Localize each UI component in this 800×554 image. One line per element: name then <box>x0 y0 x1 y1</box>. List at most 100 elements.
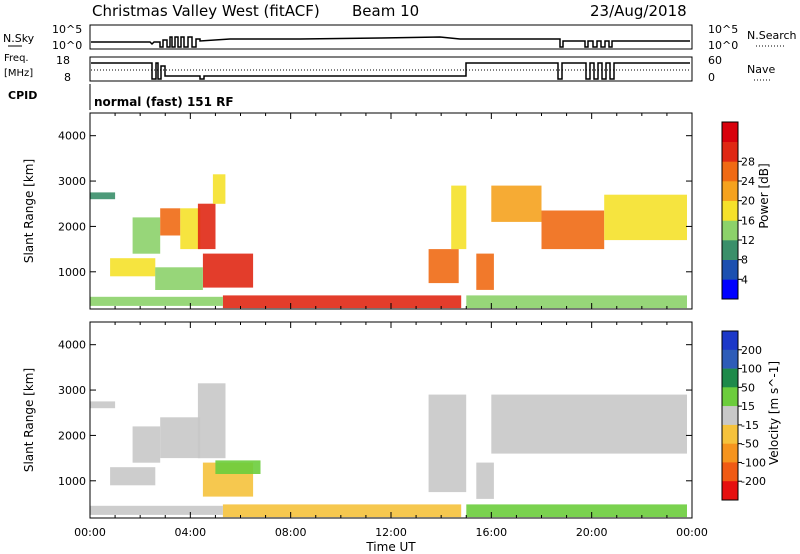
freq-trace <box>91 62 690 80</box>
power-region-15 <box>541 210 605 250</box>
velocity-region-4 <box>197 383 226 459</box>
station-title: Christmas Valley West (fitACF) <box>92 2 320 20</box>
power-ytick-label-0: 1000 <box>58 266 86 279</box>
velocity-colorbar-label-4: -15 <box>741 419 759 432</box>
date-label: 23/Aug/2018 <box>590 2 687 20</box>
velocity-colorbar-label-0: 200 <box>741 344 762 357</box>
velocity-colorbar-swatch-4 <box>722 406 738 426</box>
velocity-panel: 1000 2000 3000 4000 Slant Range [km] 200 100… <box>22 321 781 519</box>
nave-tick-top: 60 <box>708 54 722 67</box>
velocity-colorbar-swatch-6 <box>722 443 738 463</box>
velocity-x-ticks <box>89 322 693 518</box>
power-region-17 <box>466 295 687 309</box>
power-region-5 <box>197 203 216 250</box>
power-colorbar-swatch-1 <box>722 259 738 280</box>
freq-label: Freq. <box>4 53 29 64</box>
power-colorbar-swatch-0 <box>722 279 738 300</box>
power-region-10 <box>90 296 223 306</box>
nsky-tick-bottom: 10^0 <box>52 39 82 52</box>
velocity-region-2 <box>132 426 161 463</box>
velocity-region-9 <box>428 394 467 493</box>
time-axis-labels: 00:00 04:00 08:00 12:00 16:00 20:00 00:00 <box>74 526 708 539</box>
power-region-8 <box>155 267 203 290</box>
velocity-region-12 <box>466 504 687 518</box>
nave-label: Nave <box>747 63 775 76</box>
velocity-colorbar-label-5: -50 <box>741 438 759 451</box>
freq-unit-label: [MHz] <box>4 68 33 79</box>
power-colorbar-label-5: 24 <box>741 175 755 188</box>
power-region-9 <box>222 295 462 309</box>
nsky-trace <box>91 36 690 48</box>
velocity-colorbar-label-2: 50 <box>741 381 755 394</box>
velocity-ytick-label-0: 1000 <box>58 475 86 488</box>
power-regions <box>90 174 687 309</box>
velocity-colorbar-label-7: -200 <box>741 475 766 488</box>
beam-label: Beam 10 <box>352 2 419 20</box>
time-axis-title: Time UT <box>365 540 416 554</box>
time-label-2: 08:00 <box>275 526 307 539</box>
power-colorbar-swatch-6 <box>722 161 738 182</box>
power-region-12 <box>451 185 467 250</box>
power-colorbar: 4 8 12 16 20 24 28 <box>721 121 755 300</box>
time-label-6: 00:00 <box>676 526 708 539</box>
power-region-4 <box>180 208 201 250</box>
power-colorbar-frame <box>721 121 739 300</box>
power-colorbar-swatch-5 <box>722 181 738 201</box>
power-colorbar-label: Power [dB] <box>757 163 771 228</box>
cpid-value: normal (fast) 151 RF <box>94 95 234 109</box>
power-region-3 <box>160 208 181 236</box>
nsky-panel: N.Sky 10^5 10^0 10^5 10^0 N.Search <box>3 23 797 52</box>
velocity-region-11 <box>491 394 687 454</box>
velocity-regions <box>90 383 687 518</box>
power-colorbar-label-4: 20 <box>741 195 755 208</box>
velocity-colorbar-swatch-0 <box>722 331 738 351</box>
velocity-region-7 <box>222 504 462 518</box>
velocity-region-1 <box>110 467 156 486</box>
velocity-region-0 <box>90 401 116 409</box>
velocity-colorbar-label: Velocity [m s^-1] <box>767 361 781 465</box>
freq-panel: Freq. [MHz] 18 8 60 0 Nave <box>4 53 775 84</box>
velocity-region-8 <box>90 505 223 515</box>
power-colorbar-label-0: 4 <box>741 273 748 286</box>
velocity-ytick-label-3: 4000 <box>58 339 86 352</box>
time-label-3: 12:00 <box>375 526 407 539</box>
cpid-label: CPID <box>8 89 37 102</box>
power-region-6 <box>212 174 226 204</box>
power-region-13 <box>476 253 494 290</box>
time-label-0: 00:00 <box>74 526 106 539</box>
power-y-ticks: 1000 2000 3000 4000 <box>58 130 692 279</box>
freq-tick-bottom: 8 <box>64 71 71 84</box>
velocity-colorbar-label-6: -100 <box>741 456 766 469</box>
velocity-colorbar-label-1: 100 <box>741 363 762 376</box>
power-colorbar-swatch-4 <box>722 200 738 221</box>
velocity-colorbar-swatch-8 <box>722 481 738 501</box>
power-colorbar-swatch-8 <box>722 122 738 142</box>
nave-tick-bottom: 0 <box>708 71 715 84</box>
velocity-colorbar: 200 100 50 15 -15 -50 -100 -200 <box>721 330 766 501</box>
power-x-ticks <box>89 113 693 309</box>
velocity-ytick-label-1: 2000 <box>58 429 86 442</box>
time-label-1: 04:00 <box>174 526 206 539</box>
time-label-4: 16:00 <box>475 526 507 539</box>
power-region-2 <box>132 217 161 254</box>
power-region-16 <box>604 194 687 241</box>
velocity-y-ticks: 1000 2000 3000 4000 <box>58 339 692 488</box>
velocity-colorbar-swatch-5 <box>722 424 738 444</box>
velocity-region-10 <box>476 462 494 499</box>
nsky-tick-top: 10^5 <box>52 23 82 36</box>
power-panel: 1000 2000 3000 4000 Slant Range [km] 4 8 12 16… <box>22 112 771 310</box>
velocity-colorbar-label-3: 15 <box>741 400 755 413</box>
power-ylabel: Slant Range [km] <box>22 159 36 263</box>
freq-tick-top: 18 <box>56 54 70 67</box>
power-region-7 <box>202 253 254 288</box>
nsky-label: N.Sky <box>3 32 35 45</box>
velocity-region-6 <box>215 460 261 474</box>
velocity-region-3 <box>160 417 201 459</box>
power-ytick-label-2: 3000 <box>58 175 86 188</box>
velocity-colorbar-swatch-1 <box>722 349 738 369</box>
velocity-colorbar-swatch-2 <box>722 368 738 388</box>
velocity-colorbar-frame <box>721 330 739 501</box>
nsearch-label: N.Search <box>747 29 797 42</box>
nsearch-tick-bottom: 10^0 <box>708 39 738 52</box>
